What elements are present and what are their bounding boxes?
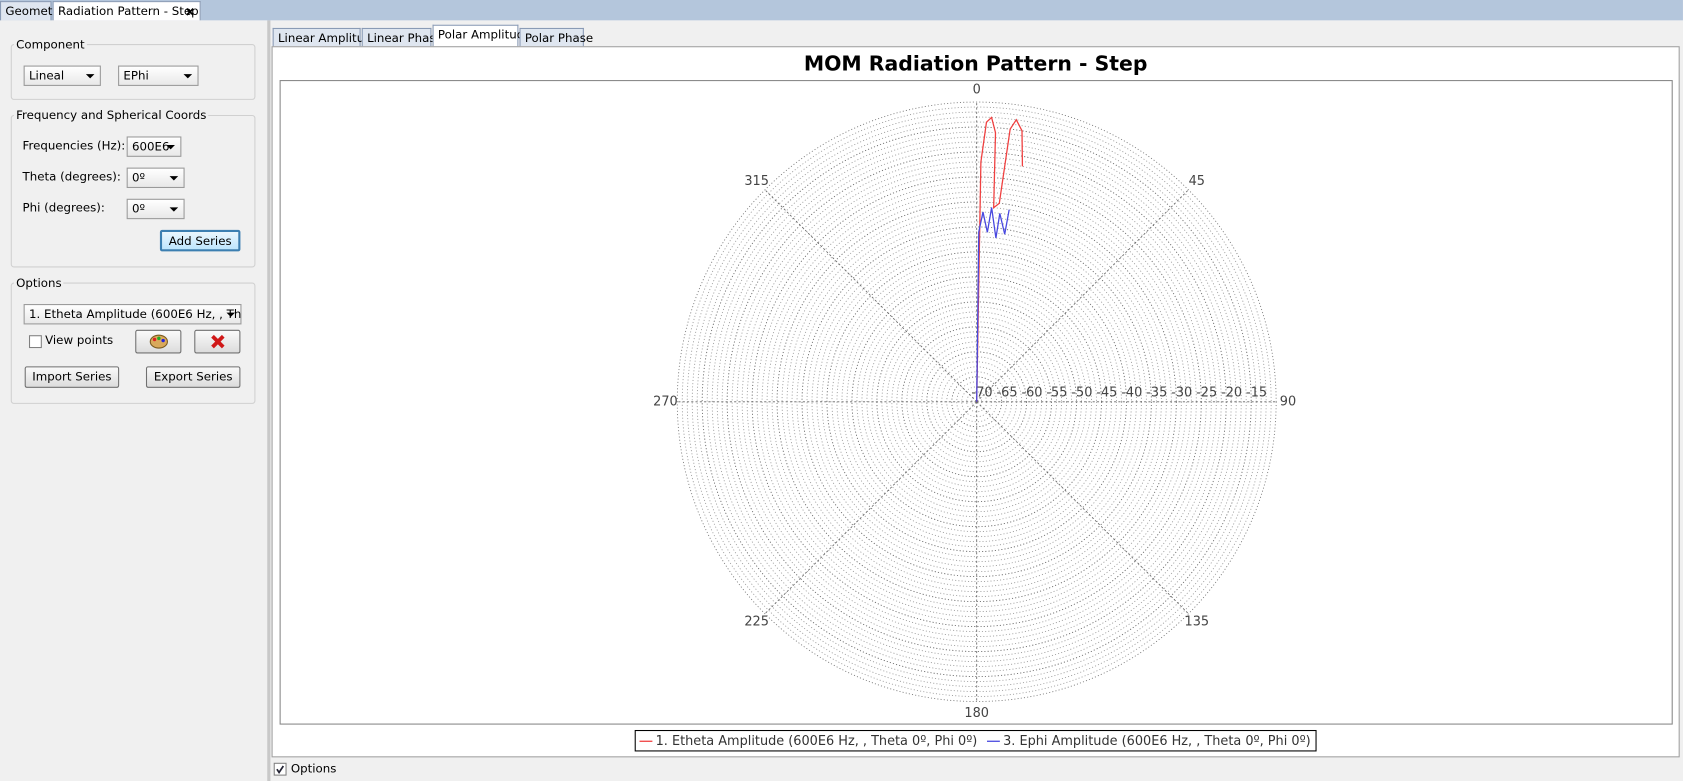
angle-grid-line xyxy=(976,401,1189,615)
grid-circle xyxy=(701,126,1252,677)
minor-grid-circle xyxy=(761,186,1192,618)
radial-tick-label: -30 xyxy=(1171,386,1192,401)
grid-circle xyxy=(801,226,1152,578)
palette-icon xyxy=(149,334,168,349)
group-box xyxy=(10,44,256,100)
grid-circle xyxy=(826,251,1127,553)
legend-box xyxy=(634,729,1317,752)
angle-tick-label: 45 xyxy=(1189,174,1205,189)
radial-tick-label: -50 xyxy=(1071,386,1092,401)
check-icon xyxy=(276,765,285,774)
group-box xyxy=(10,282,256,404)
checkbox-label: View points xyxy=(45,333,114,347)
minor-grid-circle xyxy=(831,256,1122,548)
splitter xyxy=(267,20,271,781)
angle-grid-line xyxy=(764,401,978,615)
checkbox[interactable] xyxy=(28,335,42,349)
chart-tab[interactable]: Polar Amplitude xyxy=(432,24,531,48)
minor-grid-circle xyxy=(921,346,1033,458)
angle-tick-label: 135 xyxy=(1185,615,1210,630)
minor-grid-circle xyxy=(946,371,1008,433)
tab-label: Radiation Pattern - Step xyxy=(57,4,199,19)
minor-grid-circle xyxy=(891,316,1062,488)
radial-tick-label: -45 xyxy=(1096,386,1117,401)
radial-tick-label: -15 xyxy=(1246,386,1267,401)
group-title: Component xyxy=(13,37,87,52)
window-tab[interactable]: Geometry xyxy=(0,1,64,21)
angle-tick-label: 0 xyxy=(973,83,981,98)
minor-grid-circle xyxy=(731,156,1222,647)
dropdown[interactable]: Lineal xyxy=(23,65,101,86)
minor-grid-circle xyxy=(771,196,1182,608)
angle-grid-line xyxy=(976,189,1189,403)
minor-grid-circle xyxy=(856,281,1097,523)
series-line xyxy=(976,116,1024,402)
checkbox[interactable] xyxy=(273,762,287,776)
checkbox-label: Options xyxy=(290,761,337,776)
legend: 1. Etheta Amplitude (600E6 Hz, , Theta 0… xyxy=(634,729,1317,752)
angle-tick-label: 225 xyxy=(744,615,769,630)
radial-tick-label: -35 xyxy=(1146,386,1167,401)
delete-button[interactable] xyxy=(194,329,241,354)
radial-tick-label: -25 xyxy=(1196,386,1217,401)
window-tab[interactable]: Radiation Pattern - Step xyxy=(52,1,201,21)
minor-grid-circle xyxy=(836,261,1117,543)
radial-tick-label: -40 xyxy=(1121,386,1142,401)
minor-grid-circle xyxy=(796,221,1157,583)
chart-tab[interactable]: Linear Amplitude xyxy=(272,27,379,48)
minor-grid-circle xyxy=(736,161,1217,643)
series-line xyxy=(976,207,1010,402)
field-label: Frequencies (Hz): xyxy=(22,138,126,153)
close-icon[interactable] xyxy=(186,7,195,17)
radial-tick-label: -20 xyxy=(1221,386,1242,401)
chart-title: MOM Radiation Pattern - Step xyxy=(804,51,1148,75)
dropdown[interactable]: 0º xyxy=(126,198,185,220)
delete-icon xyxy=(210,334,225,349)
angle-tick-label: 180 xyxy=(964,706,989,721)
export-button[interactable]: Export Series xyxy=(145,366,241,388)
minor-grid-circle xyxy=(866,291,1087,513)
grid-circle xyxy=(926,351,1028,453)
dropdown[interactable]: 0º xyxy=(126,167,185,189)
minor-grid-circle xyxy=(711,136,1242,667)
dropdown[interactable]: 600E6 xyxy=(126,136,182,157)
minor-grid-circle xyxy=(916,341,1038,463)
chart-tab[interactable]: Linear Phase xyxy=(361,27,443,48)
dropdown[interactable]: EPhi xyxy=(118,65,199,86)
radial-tick-label: -60 xyxy=(1021,386,1042,401)
dropdown[interactable]: 1. Etheta Amplitude (600E6 Hz, , The... xyxy=(23,304,242,325)
minor-grid-circle xyxy=(806,231,1147,573)
minor-grid-circle xyxy=(766,191,1187,613)
minor-grid-circle xyxy=(706,131,1247,672)
outer-circle xyxy=(676,101,1277,702)
angle-tick-label: 315 xyxy=(744,174,769,189)
radial-tick-label: -70 xyxy=(972,386,993,401)
group-title: Frequency and Spherical Coords xyxy=(13,108,209,123)
radial-tick-label: -55 xyxy=(1046,386,1067,401)
add-series-button[interactable]: Add Series xyxy=(159,229,241,252)
angle-tick-label: 270 xyxy=(653,394,678,409)
color-button[interactable] xyxy=(135,329,182,354)
angle-tick-label: 90 xyxy=(1280,394,1296,409)
chart-tab[interactable]: Polar Phase xyxy=(519,27,593,48)
radial-tick-label: -65 xyxy=(997,386,1018,401)
group-title: Options xyxy=(13,276,64,291)
minor-grid-circle xyxy=(741,166,1212,638)
field-label: Phi (degrees): xyxy=(22,200,105,215)
legend-label: 1. Etheta Amplitude (600E6 Hz, , Theta 0… xyxy=(656,734,978,749)
legend-label: 3. Ephi Amplitude (600E6 Hz, , Theta 0º,… xyxy=(1003,734,1311,749)
angle-grid-line xyxy=(764,189,978,403)
tab-bar xyxy=(0,0,1683,21)
import-button[interactable]: Import Series xyxy=(24,366,120,388)
minor-grid-circle xyxy=(681,106,1272,697)
field-label: Theta (degrees): xyxy=(22,169,121,184)
minor-grid-circle xyxy=(886,311,1067,493)
